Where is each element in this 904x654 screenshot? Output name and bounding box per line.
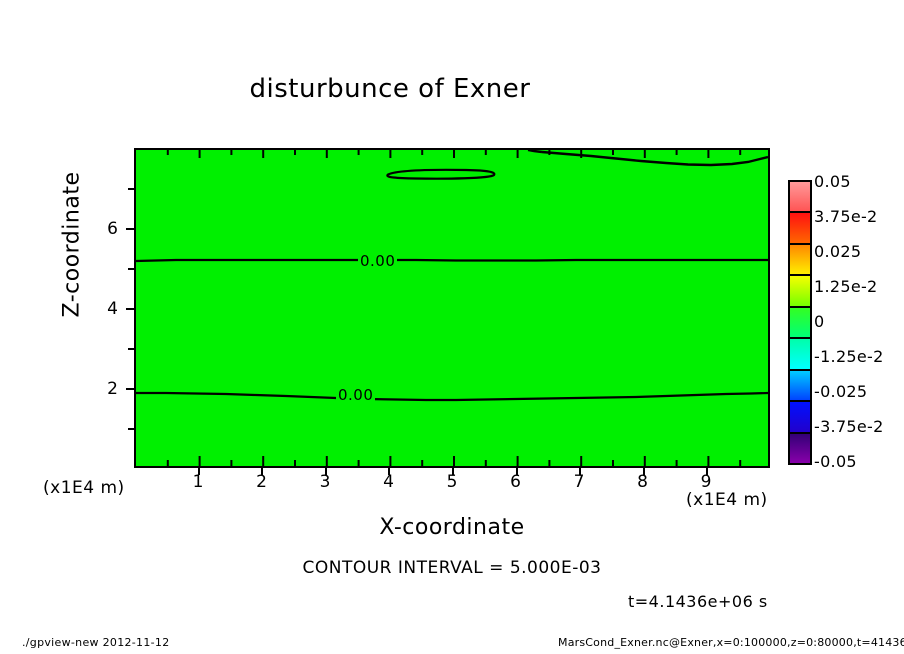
x-tick-label-9: 9 (700, 472, 712, 492)
x-tick-label-7: 7 (573, 472, 585, 492)
contour-label-lower: 0.00 (336, 386, 376, 404)
x-tick-label-8: 8 (637, 472, 648, 492)
footer-dataset-label: MarsCond_Exner.nc@Exner,x=0:100000,z=0:8… (558, 636, 904, 649)
contour-lines (136, 150, 768, 402)
colorbar-band-2 (790, 370, 810, 403)
colorbar-label-neg0.05: -0.05 (814, 452, 857, 471)
x-tick-label-4: 4 (383, 472, 394, 492)
y-tick-label-4: 4 (107, 299, 118, 319)
time-annotation: t=4.1436e+06 s (628, 592, 768, 611)
x-unit-left-label: (x1E4 m) (43, 478, 125, 498)
colorbar-band-4 (790, 307, 810, 340)
x-tick-label-6: 6 (510, 472, 521, 492)
interior-tick-marks (166, 150, 742, 466)
x-tick-label-1: 1 (192, 472, 204, 492)
colorbar-label-0: 0 (814, 312, 825, 331)
colorbar-label-neg1.25e-2: -1.25e-2 (814, 347, 884, 366)
colorbar-label-0.025: 0.025 (814, 242, 862, 261)
colorbar-band-0 (790, 433, 810, 463)
colorbar-label-neg0.025: -0.025 (814, 382, 868, 401)
y-tick-label-2: 2 (107, 379, 118, 399)
colorbar-label-neg3.75e-2: -3.75e-2 (814, 417, 884, 436)
colorbar-band-8 (790, 182, 810, 214)
colorbar-label-3.75e-2: 3.75e-2 (814, 207, 878, 226)
x-tick-label-2: 2 (256, 472, 267, 492)
footer-command-label: ./gpview-new 2012-11-12 (22, 636, 170, 649)
contour-label-upper: 0.00 (358, 252, 398, 270)
colorbar-band-5 (790, 276, 810, 308)
colorbar-band-7 (790, 213, 810, 245)
contour-interval-label: CONTOUR INTERVAL = 5.000E-03 (302, 558, 602, 578)
x-tick-label-3: 3 (319, 472, 331, 492)
x-axis-title: X-coordinate (379, 515, 525, 540)
y-axis-title: Z-coordinate (59, 171, 85, 318)
contour-plot-area: 0.00 0.00 (134, 148, 770, 468)
x-unit-right-label: (x1E4 m) (686, 490, 768, 510)
x-tick-label-5: 5 (446, 472, 458, 492)
colorbar-band-3 (790, 339, 810, 371)
colorbar-band-1 (790, 402, 810, 434)
y-tick-label-6: 6 (107, 219, 118, 239)
page-title: disturbunce of Exner (249, 74, 531, 104)
colorbar-label-0.05: 0.05 (814, 172, 851, 191)
colorbar-band-6 (790, 244, 810, 277)
colorbar-label-1.25e-2: 1.25e-2 (814, 277, 878, 296)
colorbar (788, 180, 812, 465)
